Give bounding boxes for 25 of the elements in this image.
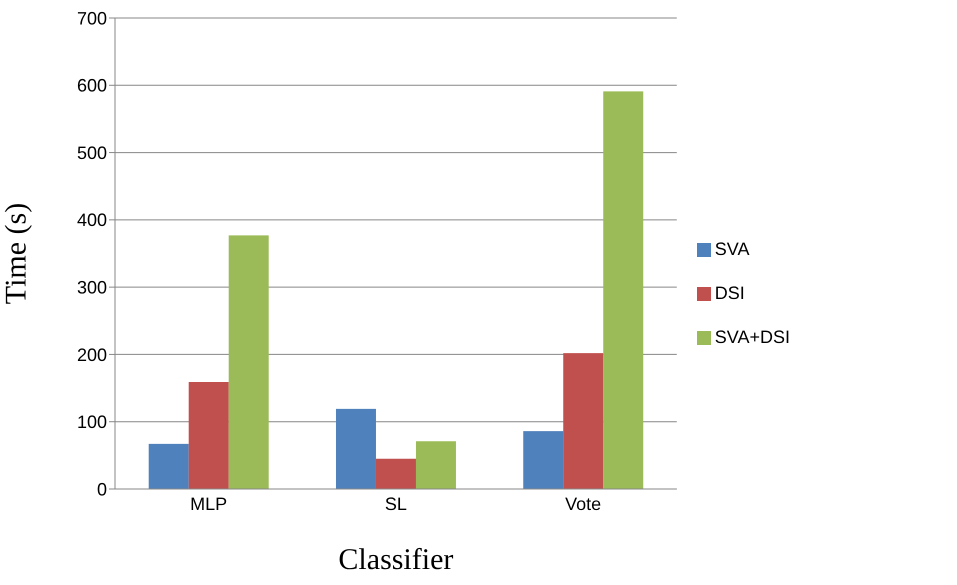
x-tick-label: SL — [384, 494, 407, 514]
y-tick-label: 100 — [76, 412, 107, 432]
legend-label: SVA+DSI — [714, 326, 790, 346]
y-tick-label: 500 — [76, 142, 107, 163]
legend-label: DSI — [714, 282, 745, 302]
legend-label: SVA — [714, 238, 750, 258]
y-tick-label: 700 — [76, 8, 107, 28]
y-tick-label: 0 — [96, 479, 107, 500]
bar — [563, 353, 604, 489]
y-tick-label: 300 — [76, 278, 107, 298]
x-tick-label: Vote — [565, 494, 602, 514]
y-tick-label: 400 — [76, 210, 107, 230]
y-tick-label: 200 — [76, 344, 107, 365]
y-tick-label: 600 — [76, 76, 107, 96]
x-axis-title: Classifier — [338, 543, 454, 576]
x-tick-label: MLP — [190, 494, 228, 514]
bar — [523, 431, 564, 489]
bar — [148, 444, 189, 489]
bar — [376, 458, 416, 489]
bar — [603, 91, 644, 489]
bar — [416, 441, 456, 489]
y-axis-title: Time (s) — [0, 202, 33, 304]
bar — [336, 408, 376, 489]
bar — [188, 382, 229, 489]
bar — [228, 235, 269, 489]
